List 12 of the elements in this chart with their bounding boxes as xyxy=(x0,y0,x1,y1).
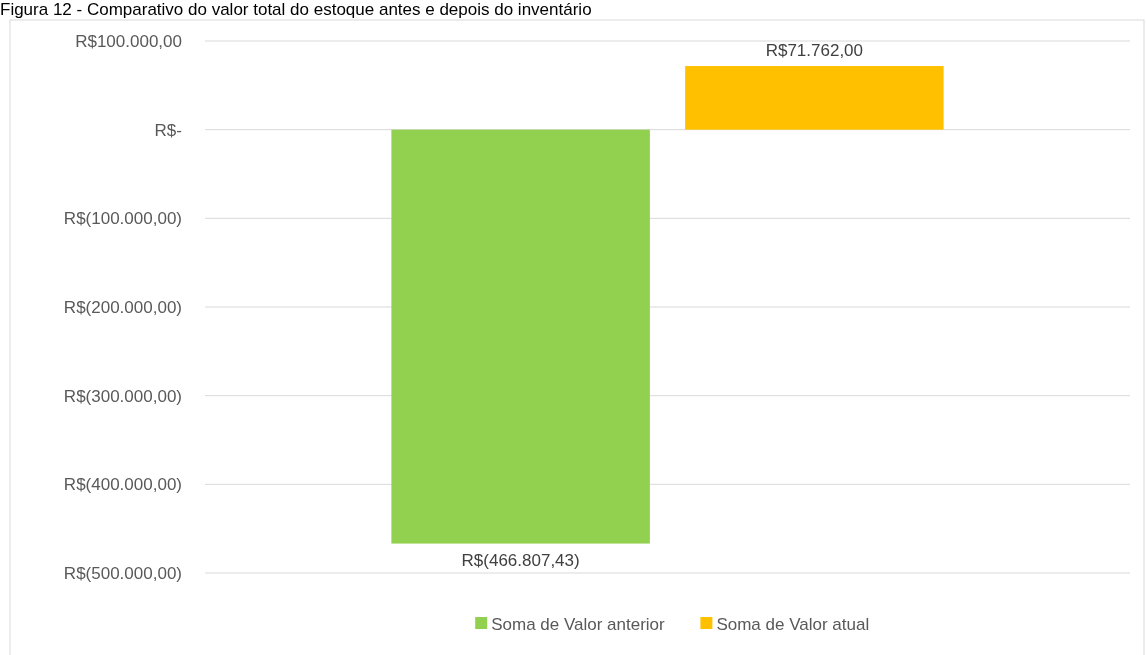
y-tick-label: R$(100.000,00) xyxy=(63,209,182,229)
chart-title: Figura 12 - Comparativo do valor total do estoque antes e depois do inventário xyxy=(0,0,592,19)
legend-label: Soma de Valor atual xyxy=(716,614,870,634)
data-label: R$71.762,00 xyxy=(765,41,864,61)
y-tick-label: R$- xyxy=(154,120,182,140)
y-tick-label: R$100.000,00 xyxy=(75,31,182,51)
y-tick-label: R$(500.000,00) xyxy=(63,563,182,583)
y-tick-label: R$(200.000,00) xyxy=(63,297,182,317)
legend-label: Soma de Valor anterior xyxy=(491,614,666,634)
data-label: R$(466.807,43) xyxy=(461,550,580,570)
y-tick-label: R$(400.000,00) xyxy=(63,475,182,495)
y-tick-label: R$(300.000,00) xyxy=(63,386,182,406)
